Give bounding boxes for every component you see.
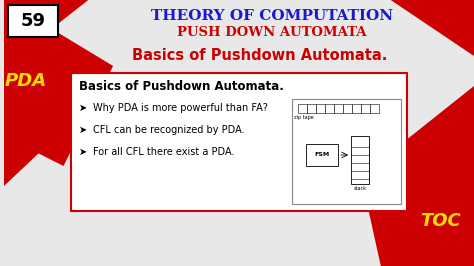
FancyBboxPatch shape	[308, 104, 316, 113]
Text: stack: stack	[354, 185, 366, 190]
FancyBboxPatch shape	[292, 99, 401, 204]
Text: CFL can be recognized by PDA.: CFL can be recognized by PDA.	[93, 125, 245, 135]
Polygon shape	[4, 0, 113, 166]
FancyBboxPatch shape	[343, 104, 352, 113]
Text: PUSH DOWN AUTOMATA: PUSH DOWN AUTOMATA	[177, 27, 366, 39]
FancyBboxPatch shape	[299, 104, 308, 113]
FancyBboxPatch shape	[72, 73, 407, 211]
Text: Basics of Pushdown Automata.: Basics of Pushdown Automata.	[132, 48, 388, 64]
Text: PDA: PDA	[5, 72, 47, 90]
FancyBboxPatch shape	[352, 104, 361, 113]
Polygon shape	[4, 36, 83, 186]
Text: Why PDA is more powerful than FA?: Why PDA is more powerful than FA?	[93, 103, 268, 113]
Text: Basics of Pushdown Automata.: Basics of Pushdown Automata.	[79, 80, 284, 93]
Polygon shape	[361, 86, 474, 266]
FancyBboxPatch shape	[8, 5, 57, 37]
Text: ➤: ➤	[79, 103, 88, 113]
Text: ➤: ➤	[79, 125, 88, 135]
Text: TOC: TOC	[420, 212, 461, 230]
Text: zip tape: zip tape	[293, 115, 313, 120]
FancyBboxPatch shape	[316, 104, 325, 113]
Polygon shape	[4, 0, 88, 66]
FancyBboxPatch shape	[306, 144, 338, 166]
Text: 59: 59	[20, 12, 46, 30]
FancyBboxPatch shape	[334, 104, 343, 113]
Text: THEORY OF COMPUTATION: THEORY OF COMPUTATION	[151, 9, 393, 23]
Text: FSM: FSM	[315, 152, 330, 157]
FancyBboxPatch shape	[370, 104, 379, 113]
FancyBboxPatch shape	[351, 136, 369, 184]
Text: For all CFL there exist a PDA.: For all CFL there exist a PDA.	[93, 147, 235, 157]
FancyBboxPatch shape	[325, 104, 334, 113]
Polygon shape	[391, 0, 474, 56]
FancyBboxPatch shape	[361, 104, 370, 113]
Text: ➤: ➤	[79, 147, 88, 157]
